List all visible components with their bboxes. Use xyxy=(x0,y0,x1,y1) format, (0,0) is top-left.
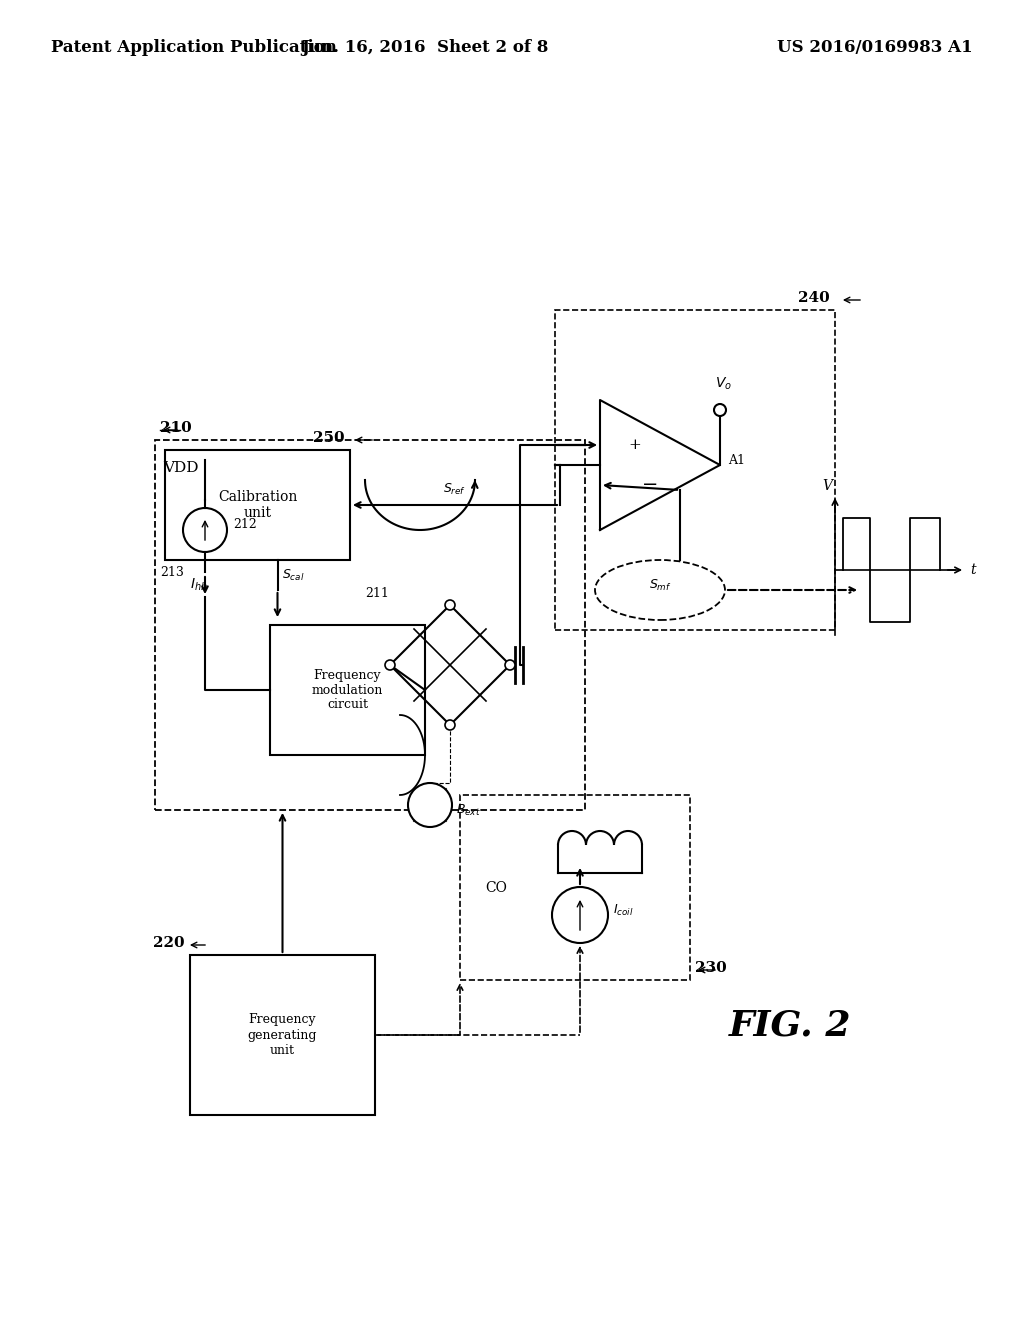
Text: 212: 212 xyxy=(233,519,257,532)
Bar xyxy=(155,440,585,810)
Text: $I_{coil}$: $I_{coil}$ xyxy=(613,903,634,917)
Text: US 2016/0169983 A1: US 2016/0169983 A1 xyxy=(777,40,973,55)
Text: $I_{hb}$: $I_{hb}$ xyxy=(190,577,208,594)
Text: t: t xyxy=(970,564,976,577)
Text: Frequency
generating
unit: Frequency generating unit xyxy=(248,1014,317,1056)
Text: Frequency
modulation
circuit: Frequency modulation circuit xyxy=(312,668,383,711)
Circle shape xyxy=(505,660,515,671)
Circle shape xyxy=(445,719,455,730)
Text: 220: 220 xyxy=(154,936,185,950)
Text: 230: 230 xyxy=(695,961,727,975)
Circle shape xyxy=(183,508,227,552)
Text: Patent Application Publication: Patent Application Publication xyxy=(51,40,337,55)
Text: $S_{mf}$: $S_{mf}$ xyxy=(648,577,672,593)
Text: +: + xyxy=(629,438,641,451)
Text: Calibration
unit: Calibration unit xyxy=(218,490,297,520)
Bar xyxy=(460,795,690,979)
Circle shape xyxy=(552,887,608,942)
Text: CO: CO xyxy=(485,880,507,895)
Bar xyxy=(555,310,835,630)
Circle shape xyxy=(408,783,452,828)
Text: V: V xyxy=(822,479,831,492)
Circle shape xyxy=(385,660,395,671)
Text: VDD: VDD xyxy=(163,461,199,475)
Circle shape xyxy=(445,601,455,610)
Text: $V_o$: $V_o$ xyxy=(715,376,732,392)
Text: 240: 240 xyxy=(799,290,830,305)
Bar xyxy=(270,624,425,755)
Text: 211: 211 xyxy=(365,587,389,601)
Text: 250: 250 xyxy=(313,432,345,445)
Text: Jun. 16, 2016  Sheet 2 of 8: Jun. 16, 2016 Sheet 2 of 8 xyxy=(301,40,549,55)
Text: 210: 210 xyxy=(160,421,191,436)
Text: $S_{ref}$: $S_{ref}$ xyxy=(443,482,467,498)
Bar xyxy=(165,450,350,560)
Text: A1: A1 xyxy=(728,454,745,466)
Text: $S_{cal}$: $S_{cal}$ xyxy=(283,568,305,582)
Bar xyxy=(190,954,375,1115)
Circle shape xyxy=(714,404,726,416)
Ellipse shape xyxy=(595,560,725,620)
Text: $B_{ext}$: $B_{ext}$ xyxy=(456,803,481,817)
Text: 213: 213 xyxy=(160,565,184,578)
Text: −: − xyxy=(642,477,658,494)
Text: FIG. 2: FIG. 2 xyxy=(729,1008,851,1041)
